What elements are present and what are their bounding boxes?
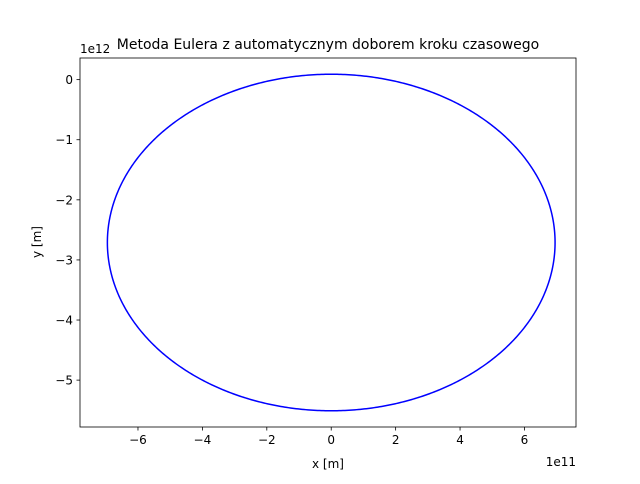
x-axis-offset-label: 1e11 (546, 455, 576, 469)
y-axis-ticks: 0 −1 −2 −3 −4 −5 (55, 73, 80, 388)
y-axis-offset-label: 1e12 (80, 42, 110, 56)
x-tick-label: 2 (392, 433, 400, 447)
y-axis-label: y [m] (30, 226, 44, 258)
y-tick-label: −4 (55, 314, 73, 328)
x-tick-label: −6 (129, 433, 147, 447)
y-tick-label: −2 (55, 193, 73, 207)
x-axis-label: x [m] (312, 457, 344, 471)
chart-title: Metoda Eulera z automatycznym doborem kr… (117, 37, 539, 53)
x-tick-label: 0 (327, 433, 335, 447)
axes-frame (79, 57, 577, 428)
y-tick-label: −5 (55, 374, 73, 388)
x-tick-label: 6 (521, 433, 529, 447)
x-tick-label: −2 (258, 433, 276, 447)
x-axis-ticks: −6 −4 −2 0 2 4 6 (129, 427, 528, 447)
series-layer (106, 73, 556, 412)
orbit-line (106, 73, 556, 412)
x-tick-label: 4 (456, 433, 464, 447)
y-tick-label: −3 (55, 253, 73, 267)
y-tick-label: −1 (55, 133, 73, 147)
y-tick-label: 0 (65, 73, 73, 87)
x-tick-label: −4 (194, 433, 212, 447)
plot-area (80, 58, 576, 427)
